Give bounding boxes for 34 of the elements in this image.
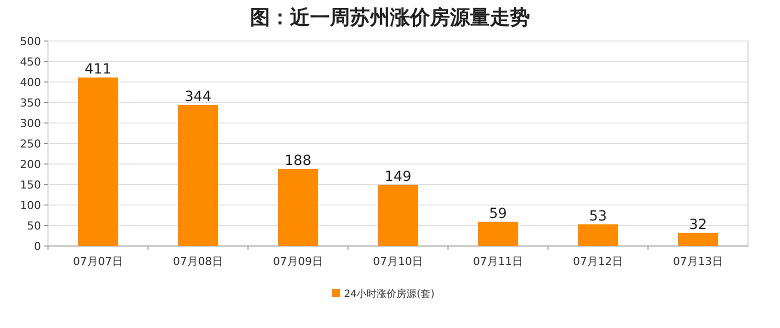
bar (278, 168, 318, 246)
y-tick-label: 250 (20, 138, 41, 150)
bar (578, 224, 618, 246)
y-tick-label: 450 (20, 56, 41, 68)
y-tick-label: 300 (20, 117, 41, 130)
y-tick-label: 200 (20, 158, 41, 171)
data-label: 32 (689, 216, 707, 233)
bar (78, 77, 118, 246)
bar (178, 104, 218, 246)
y-tick-label: 0 (34, 240, 41, 253)
data-label: 149 (384, 168, 412, 185)
x-tick-label: 07月09日 (273, 255, 323, 268)
chart-title: 图：近一周苏州涨价房源量走势 (250, 5, 530, 29)
x-tick-label: 07月07日 (73, 255, 123, 268)
legend-label: 24小时涨价房源(套) (344, 288, 435, 300)
x-tick-label: 07月12日 (573, 255, 623, 268)
x-tick-label: 07月11日 (473, 255, 523, 268)
x-tick-label: 07月08日 (173, 255, 223, 268)
y-tick-label: 500 (20, 35, 41, 48)
data-label: 411 (84, 61, 112, 78)
data-label: 53 (589, 208, 607, 224)
y-tick-label: 350 (20, 96, 41, 110)
data-label: 59 (489, 206, 507, 222)
y-tick-label: 150 (20, 178, 41, 192)
bar (378, 184, 418, 246)
x-tick-label: 07月13日 (673, 255, 723, 268)
data-label: 188 (284, 152, 312, 169)
bar (678, 232, 718, 246)
y-tick-label: 400 (20, 76, 41, 89)
bar (478, 222, 518, 246)
data-label: 344 (184, 88, 212, 105)
y-tick-label: 50 (27, 220, 41, 232)
y-tick-label: 100 (20, 199, 41, 212)
x-tick-label: 07月10日 (373, 255, 423, 268)
